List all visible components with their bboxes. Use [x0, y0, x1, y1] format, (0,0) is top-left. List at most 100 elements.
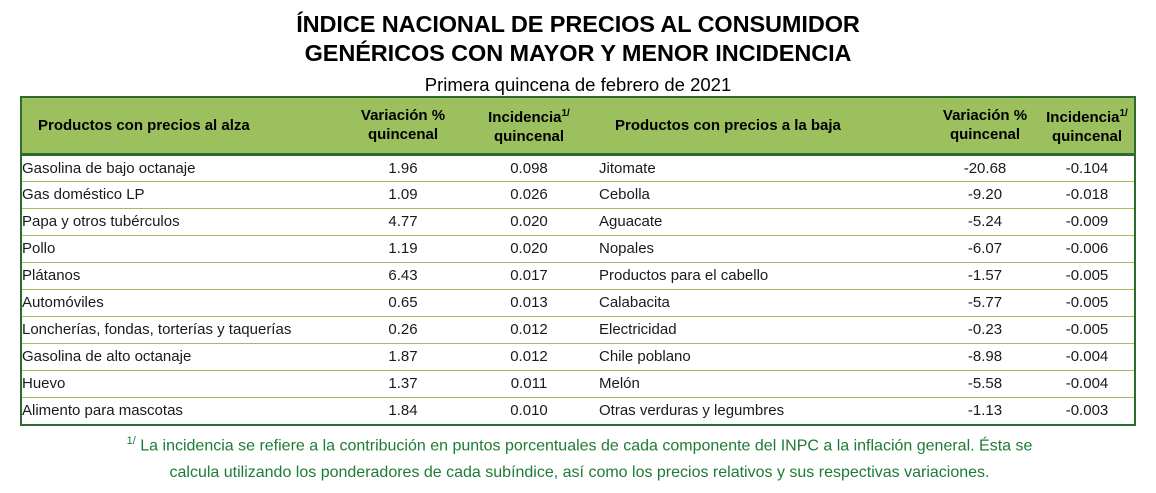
row-left-variation: 1.96	[347, 154, 459, 182]
row-left-product: Alimento para mascotas	[22, 397, 347, 424]
row-right-variation: -6.07	[930, 235, 1040, 263]
table-row: Plátanos 6.43 0.017 Productos para el cabel…	[22, 262, 1134, 290]
row-right-incidence: -0.018	[1040, 181, 1134, 209]
table-row: Papa y otros tubérculos 4.77 0.020 Aguacate…	[22, 208, 1134, 236]
table-row: Automóviles 0.65 0.013 Calabacita -5.77 -0.00…	[22, 289, 1134, 317]
row-right-incidence: -0.005	[1040, 316, 1134, 344]
row-right-product: Melón	[599, 370, 930, 398]
table-row: Gas doméstico LP 1.09 0.026 Cebolla -9.20 -0.…	[22, 181, 1134, 209]
column-header-left-incidence: Incidencia1/ quincenal	[459, 98, 599, 154]
column-header-right-incidence-line1: Incidencia1/	[1040, 104, 1134, 127]
row-right-product: Cebolla	[599, 181, 930, 209]
column-header-left-incidence-text: Incidencia	[488, 109, 562, 127]
row-left-incidence: 0.012	[459, 316, 599, 344]
row-left-product: Automóviles	[22, 289, 347, 317]
row-left-variation: 1.37	[347, 370, 459, 398]
row-right-variation: -5.77	[930, 289, 1040, 317]
row-right-incidence: -0.004	[1040, 343, 1134, 371]
page-subtitle: Primera quincena de febrero de 2021	[424, 74, 732, 95]
row-left-incidence: 0.012	[459, 343, 599, 371]
column-header-right-variation-line2: quincenal	[949, 126, 1020, 144]
row-right-product: Chile poblano	[599, 343, 930, 371]
footnote-text-line-1: La incidencia se refiere a la contribuci…	[140, 437, 1033, 455]
page-title-block: ÍNDICE NACIONAL DE PRECIOS AL CONSUMIDOR…	[0, 0, 1156, 98]
row-left-product: Gas doméstico LP	[22, 181, 347, 209]
row-left-incidence: 0.026	[459, 181, 599, 209]
row-left-variation: 4.77	[347, 208, 459, 236]
row-right-product: Electricidad	[599, 316, 930, 344]
column-header-right-products-label: Productos con precios a la baja	[615, 116, 841, 134]
row-right-variation: -20.68	[930, 154, 1040, 182]
row-right-product: Otras verduras y legumbres	[599, 397, 930, 424]
column-header-right-variation: Variación % quincenal	[930, 98, 1040, 154]
row-left-incidence: 0.013	[459, 289, 599, 317]
footnote-text-line-2: calcula utilizando los ponderadores de c…	[169, 464, 990, 482]
footnote-line-2: calcula utilizando los ponderadores de c…	[22, 459, 1137, 486]
row-right-incidence: -0.005	[1040, 289, 1134, 317]
row-left-product: Pollo	[22, 235, 347, 263]
table-row: Gasolina de alto octanaje 1.87 0.012 Chile …	[22, 343, 1134, 371]
row-right-product: Nopales	[599, 235, 930, 263]
row-left-product: Plátanos	[22, 262, 347, 290]
row-left-variation: 6.43	[347, 262, 459, 290]
row-left-variation: 1.87	[347, 343, 459, 371]
footnote-marker-left-incidence: 1/	[561, 108, 570, 120]
row-right-variation: -1.13	[930, 397, 1040, 424]
row-left-variation: 1.09	[347, 181, 459, 209]
row-left-variation: 1.84	[347, 397, 459, 424]
footnote-marker: 1/	[126, 435, 136, 447]
row-right-incidence: -0.003	[1040, 397, 1134, 424]
column-header-left-variation: Variación % quincenal	[347, 98, 459, 154]
table-row: Loncherías, fondas, torterías y taquería…	[22, 316, 1134, 344]
table-row: Huevo 1.37 0.011 Melón -5.58 -0.004	[22, 370, 1134, 398]
row-right-product: Aguacate	[599, 208, 930, 236]
row-right-incidence: -0.004	[1040, 370, 1134, 398]
page-title-line-2: GENÉRICOS CON MAYOR Y MENOR INCIDENCIA	[304, 40, 852, 66]
column-header-left-incidence-line2: quincenal	[493, 128, 564, 146]
row-right-product: Productos para el cabello	[599, 262, 930, 290]
column-header-left-incidence-line1: Incidencia1/	[459, 104, 599, 127]
page-title-line-1: ÍNDICE NACIONAL DE PRECIOS AL CONSUMIDOR	[296, 11, 860, 37]
table-header-row: Productos con precios al alza Variación …	[22, 98, 1134, 154]
row-right-product: Calabacita	[599, 289, 930, 317]
column-header-right-incidence-text: Incidencia	[1046, 109, 1120, 127]
row-left-variation: 0.26	[347, 316, 459, 344]
table-row: Alimento para mascotas 1.84 0.010 Otras ver…	[22, 397, 1134, 424]
row-right-incidence: -0.005	[1040, 262, 1134, 290]
column-header-right-incidence-line2: quincenal	[1051, 128, 1122, 146]
row-left-incidence: 0.010	[459, 397, 599, 424]
table-row: Pollo 1.19 0.020 Nopales -6.07 -0.006	[22, 235, 1134, 263]
footnote-line-1: 1/ La incidencia se refiere a la contrib…	[22, 428, 1137, 459]
column-header-left-products-label: Productos con precios al alza	[38, 116, 250, 134]
row-right-product: Jitomate	[599, 154, 930, 182]
row-left-incidence: 0.011	[459, 370, 599, 398]
row-left-product: Papa y otros tubérculos	[22, 208, 347, 236]
row-right-incidence: -0.104	[1040, 154, 1134, 182]
row-right-variation: -5.58	[930, 370, 1040, 398]
footnote-marker-right-incidence: 1/	[1119, 108, 1128, 120]
row-left-variation: 1.19	[347, 235, 459, 263]
table-row: Gasolina de bajo octanaje 1.96 0.098 Jitoma…	[22, 154, 1134, 182]
table-header: Productos con precios al alza Variación …	[22, 98, 1134, 154]
column-header-right-incidence: Incidencia1/ quincenal	[1040, 98, 1134, 154]
row-right-incidence: -0.009	[1040, 208, 1134, 236]
column-header-left-variation-line1: Variación %	[360, 107, 446, 125]
column-header-right-products: Productos con precios a la baja	[599, 98, 930, 154]
row-left-variation: 0.65	[347, 289, 459, 317]
row-right-variation: -5.24	[930, 208, 1040, 236]
row-left-product: Huevo	[22, 370, 347, 398]
row-left-incidence: 0.017	[459, 262, 599, 290]
column-header-right-variation-line1: Variación %	[942, 107, 1028, 125]
row-right-variation: -9.20	[930, 181, 1040, 209]
footnote: 1/ La incidencia se refiere a la contrib…	[22, 428, 1137, 486]
column-header-left-products: Productos con precios al alza	[22, 98, 347, 154]
row-right-variation: -1.57	[930, 262, 1040, 290]
row-left-incidence: 0.020	[459, 235, 599, 263]
row-left-product: Gasolina de alto octanaje	[22, 343, 347, 371]
row-right-variation: -0.23	[930, 316, 1040, 344]
row-right-incidence: -0.006	[1040, 235, 1134, 263]
row-left-product: Gasolina de bajo octanaje	[22, 154, 347, 182]
inpc-table-container: Productos con precios al alza Variación …	[20, 96, 1136, 426]
row-left-incidence: 0.020	[459, 208, 599, 236]
